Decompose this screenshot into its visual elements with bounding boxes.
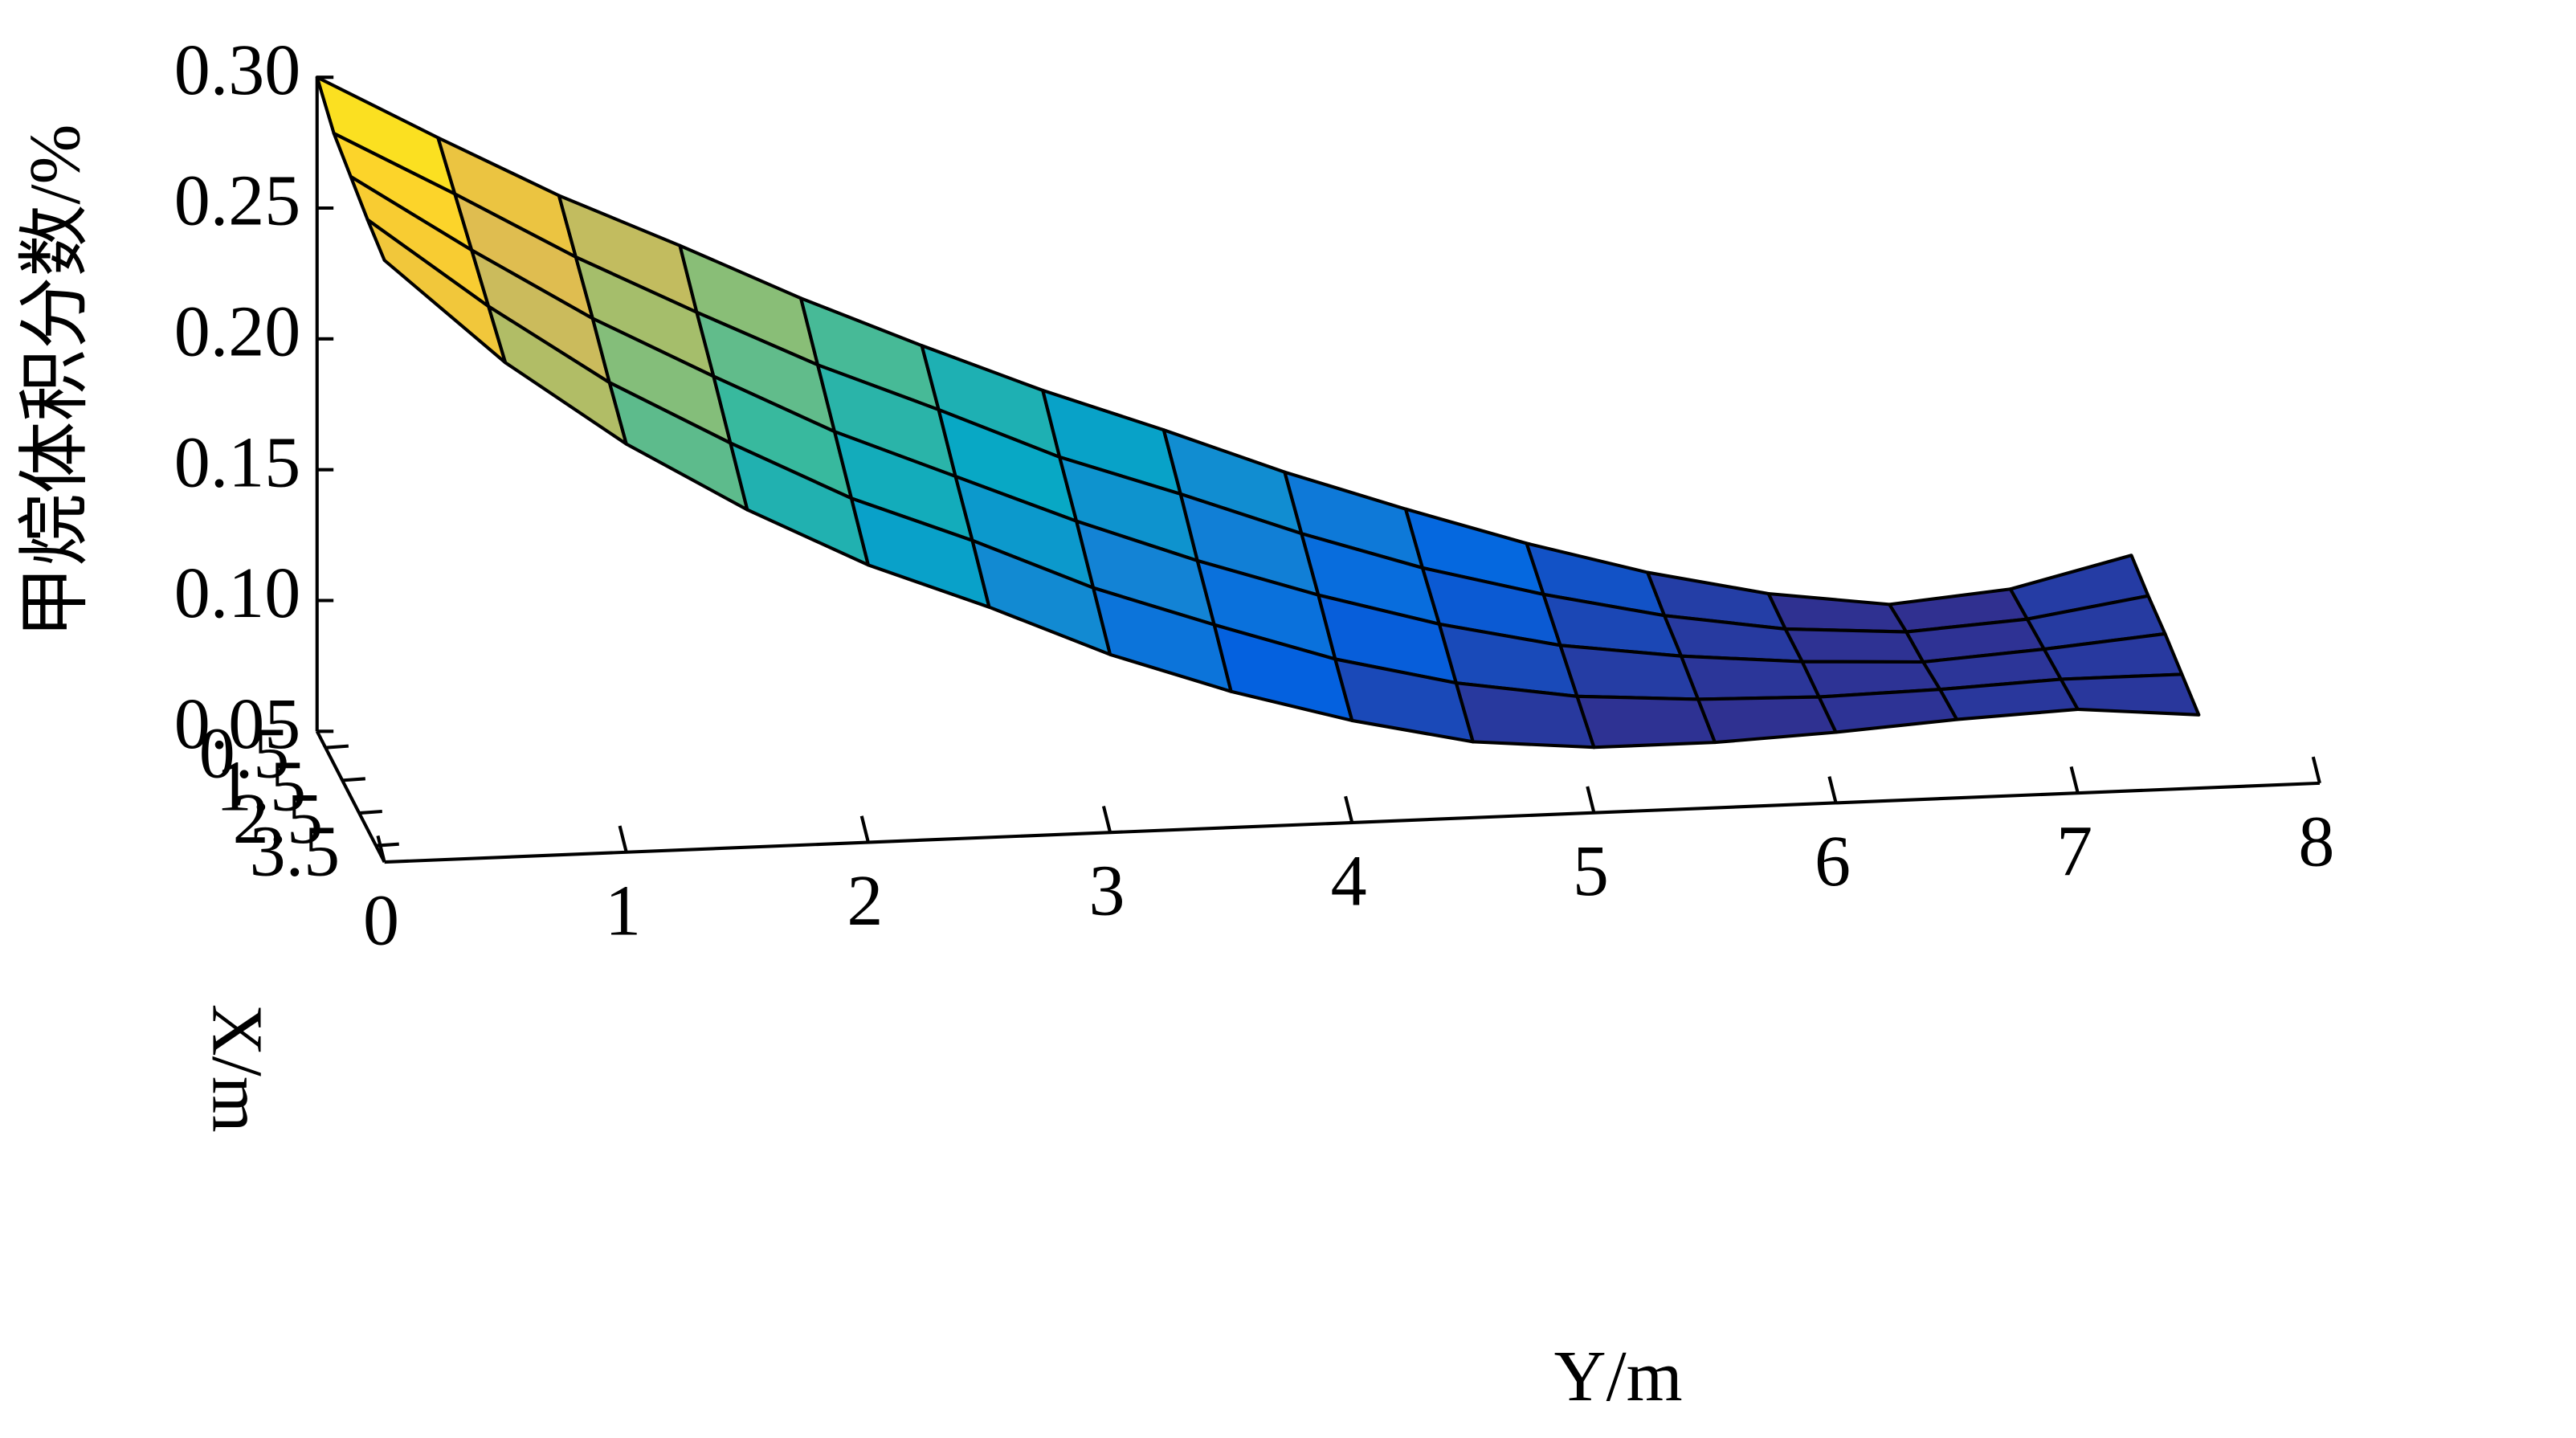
y-tick xyxy=(1344,795,1354,823)
y-tick-label: 8 xyxy=(2298,802,2334,881)
surface-face xyxy=(1766,591,1909,634)
z-tick-label: 0.05 xyxy=(174,684,300,764)
y-tick xyxy=(2311,756,2321,784)
z-tick-label: 0.25 xyxy=(174,161,300,241)
y-tick-label: 4 xyxy=(1331,841,1367,921)
y-tick-label: 3 xyxy=(1089,852,1125,931)
x-tick-label: 3.5 xyxy=(250,812,340,892)
x-tick-label: 1.5 xyxy=(216,746,306,826)
surface-face xyxy=(1575,694,1717,750)
y-tick-label: 5 xyxy=(1573,831,1609,911)
z-tick-label: 0.15 xyxy=(174,423,300,502)
surface-face xyxy=(1783,627,1925,664)
y-tick-label: 0 xyxy=(363,881,399,961)
z-tick-label: 0.10 xyxy=(174,554,300,633)
y-tick xyxy=(376,835,386,863)
x-tick xyxy=(342,777,365,782)
z-tick-label: 0.20 xyxy=(174,292,300,371)
y-tick xyxy=(2069,766,2080,794)
x-tick xyxy=(359,809,382,815)
y-tick xyxy=(1827,776,1838,803)
z-axis-label: 甲烷体积分数/% xyxy=(15,125,95,639)
x-axis-label: X/m xyxy=(198,1004,277,1133)
y-tick-label: 1 xyxy=(605,871,641,950)
y-tick-label: 2 xyxy=(847,861,883,941)
x-tick-label: 2.5 xyxy=(233,779,323,859)
x-tick xyxy=(325,744,349,750)
y-tick-label: 7 xyxy=(2056,812,2092,892)
x-tick-label: 0.5 xyxy=(199,714,289,794)
y-tick xyxy=(618,825,628,853)
surface-face xyxy=(2059,672,2201,717)
surface-face xyxy=(1817,688,1959,734)
y-axis-label: Y/m xyxy=(1554,1337,1683,1416)
surface-face xyxy=(1696,695,1838,745)
z-tick-label: 0.30 xyxy=(174,31,300,110)
y-tick-label: 6 xyxy=(1815,822,1851,901)
x-axis xyxy=(315,730,386,863)
y-tick xyxy=(1101,806,1112,833)
surface-face xyxy=(1680,654,1821,701)
y-tick xyxy=(859,815,870,844)
y-tick xyxy=(1586,786,1596,814)
